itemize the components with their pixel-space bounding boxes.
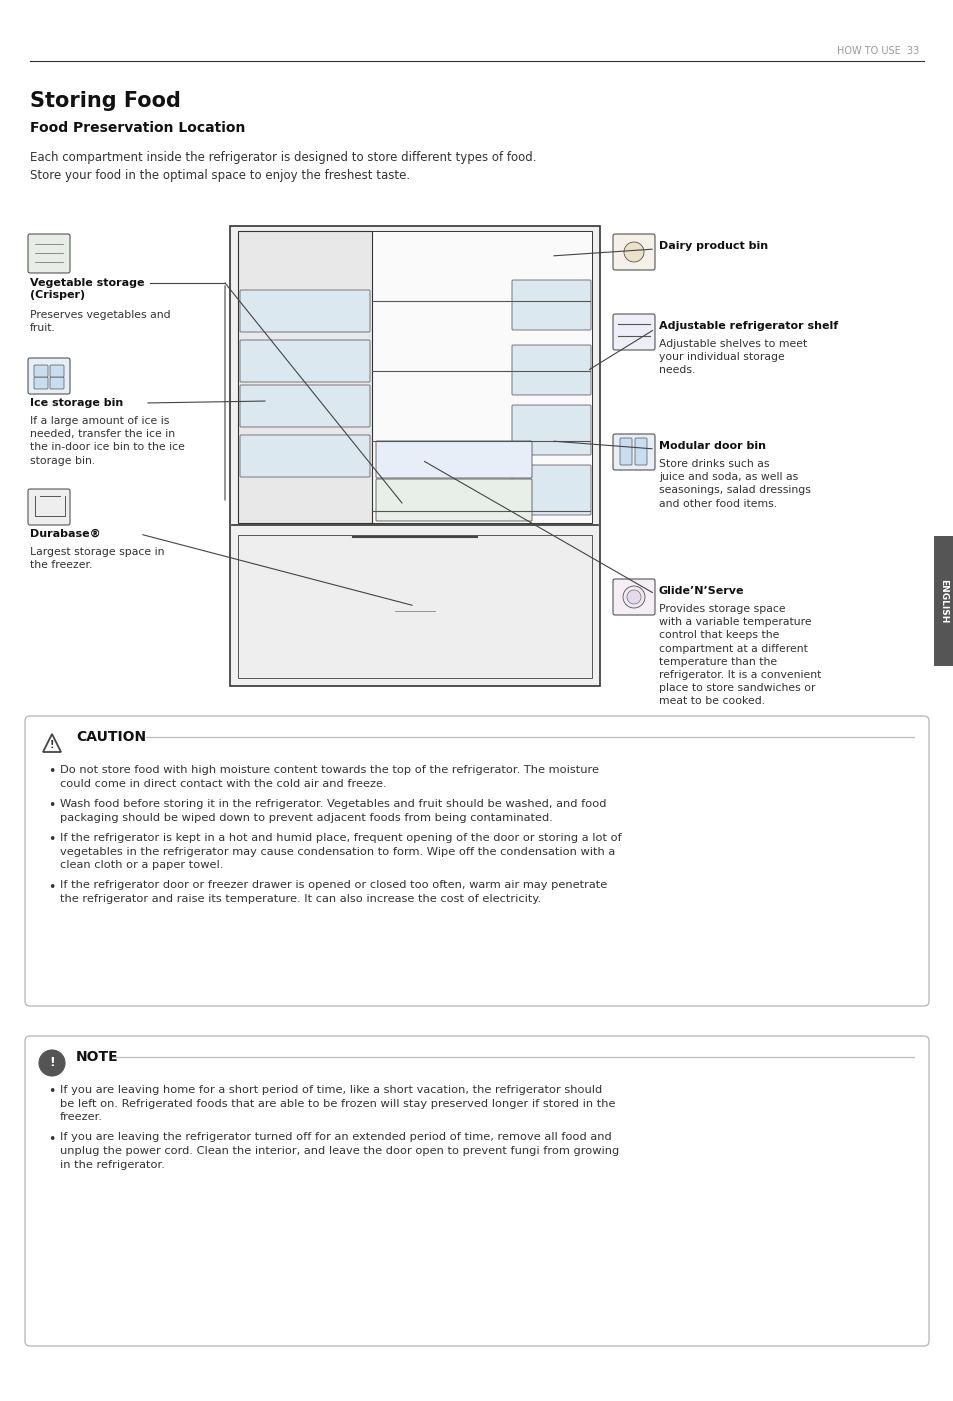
Text: •: •: [48, 834, 55, 846]
Text: ENGLISH: ENGLISH: [939, 579, 947, 623]
FancyBboxPatch shape: [512, 280, 590, 331]
Circle shape: [626, 590, 640, 604]
Text: Ice storage bin: Ice storage bin: [30, 398, 123, 408]
FancyBboxPatch shape: [50, 377, 64, 389]
FancyBboxPatch shape: [28, 489, 70, 525]
Text: Adjustable shelves to meet
your individual storage
needs.: Adjustable shelves to meet your individu…: [659, 339, 806, 375]
Text: Wash food before storing it in the refrigerator. Vegetables and fruit should be : Wash food before storing it in the refri…: [60, 799, 606, 822]
FancyBboxPatch shape: [512, 345, 590, 395]
Text: HOW TO USE  33: HOW TO USE 33: [836, 46, 918, 56]
Text: Modular door bin: Modular door bin: [659, 441, 765, 451]
FancyBboxPatch shape: [28, 234, 70, 273]
FancyBboxPatch shape: [34, 366, 48, 377]
Text: If you are leaving the refrigerator turned off for an extended period of time, r: If you are leaving the refrigerator turn…: [60, 1132, 618, 1170]
Text: If the refrigerator door or freezer drawer is opened or closed too often, warm a: If the refrigerator door or freezer draw…: [60, 880, 607, 904]
Text: •: •: [48, 1132, 55, 1146]
FancyBboxPatch shape: [230, 226, 599, 686]
FancyBboxPatch shape: [240, 340, 370, 382]
Circle shape: [622, 586, 644, 608]
FancyBboxPatch shape: [34, 377, 48, 389]
Text: Do not store food with high moisture content towards the top of the refrigerator: Do not store food with high moisture con…: [60, 765, 598, 789]
Text: Glide’N’Serve: Glide’N’Serve: [659, 586, 743, 595]
Text: •: •: [48, 799, 55, 813]
FancyBboxPatch shape: [375, 479, 532, 521]
FancyBboxPatch shape: [933, 537, 953, 665]
Text: If you are leaving home for a short period of time, like a short vacation, the r: If you are leaving home for a short peri…: [60, 1084, 615, 1122]
Polygon shape: [237, 231, 372, 523]
FancyBboxPatch shape: [512, 405, 590, 455]
FancyBboxPatch shape: [240, 434, 370, 476]
Text: CAUTION: CAUTION: [76, 730, 146, 744]
FancyBboxPatch shape: [635, 439, 646, 465]
FancyBboxPatch shape: [512, 465, 590, 516]
Polygon shape: [43, 734, 61, 752]
Text: Storing Food: Storing Food: [30, 91, 181, 111]
FancyBboxPatch shape: [613, 234, 655, 270]
Text: Vegetable storage
(Crisper): Vegetable storage (Crisper): [30, 277, 144, 300]
Text: Each compartment inside the refrigerator is designed to store different types of: Each compartment inside the refrigerator…: [30, 151, 536, 182]
FancyBboxPatch shape: [28, 359, 70, 394]
Text: Store drinks such as
juice and soda, as well as
seasonings, salad dressings
and : Store drinks such as juice and soda, as …: [659, 460, 810, 509]
Circle shape: [623, 242, 643, 262]
FancyBboxPatch shape: [25, 1035, 928, 1346]
Text: Provides storage space
with a variable temperature
control that keeps the
compar: Provides storage space with a variable t…: [659, 604, 821, 706]
Text: Adjustable refrigerator shelf: Adjustable refrigerator shelf: [659, 321, 838, 331]
Text: Dairy product bin: Dairy product bin: [659, 241, 767, 251]
Text: Largest storage space in
the freezer.: Largest storage space in the freezer.: [30, 546, 164, 570]
Text: NOTE: NOTE: [76, 1049, 118, 1063]
Text: Durabase®: Durabase®: [30, 530, 101, 539]
FancyBboxPatch shape: [237, 231, 592, 523]
FancyBboxPatch shape: [237, 535, 592, 678]
Text: If a large amount of ice is
needed, transfer the ice in
the in-door ice bin to t: If a large amount of ice is needed, tran…: [30, 416, 185, 465]
FancyBboxPatch shape: [240, 385, 370, 427]
Text: •: •: [48, 880, 55, 894]
FancyBboxPatch shape: [613, 314, 655, 350]
FancyBboxPatch shape: [50, 366, 64, 377]
FancyBboxPatch shape: [613, 579, 655, 615]
Text: If the refrigerator is kept in a hot and humid place, frequent opening of the do: If the refrigerator is kept in a hot and…: [60, 834, 621, 870]
Text: !: !: [49, 1056, 55, 1069]
Text: •: •: [48, 765, 55, 778]
FancyBboxPatch shape: [613, 434, 655, 469]
Circle shape: [39, 1049, 65, 1076]
FancyBboxPatch shape: [25, 716, 928, 1006]
Text: •: •: [48, 1084, 55, 1098]
FancyBboxPatch shape: [375, 441, 532, 478]
Text: Food Preservation Location: Food Preservation Location: [30, 120, 245, 134]
FancyBboxPatch shape: [619, 439, 631, 465]
FancyBboxPatch shape: [240, 290, 370, 332]
Text: !: !: [50, 740, 54, 750]
Text: Preserves vegetables and
fruit.: Preserves vegetables and fruit.: [30, 310, 171, 333]
